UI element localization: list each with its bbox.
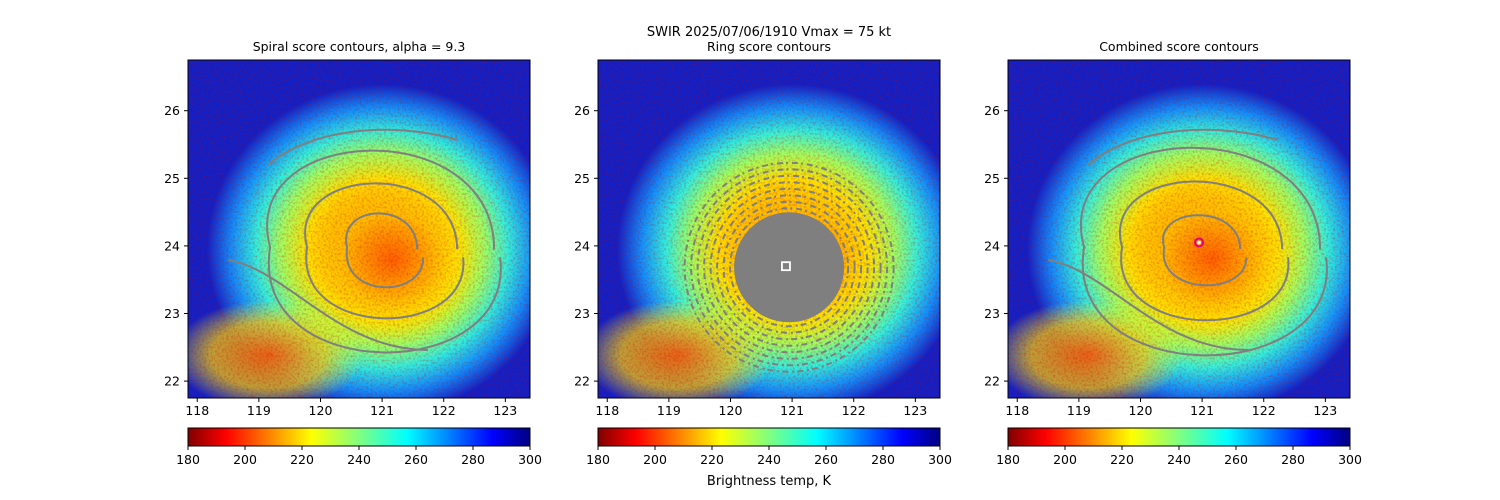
panel-1: Spiral score contours, alpha = 9.3 118 119…	[164, 39, 542, 467]
colorbar-tick-label: 280	[871, 452, 895, 467]
x-tick-label: 120	[309, 403, 333, 418]
colorbar: 180 200 220 240 260 280 300	[996, 427, 1362, 467]
center-marker-circle	[1194, 237, 1205, 248]
ring-contour	[722, 200, 856, 334]
suptitle: SWIR 2025/07/06/1910 Vmax = 75 kt	[647, 25, 891, 40]
ring-contour	[696, 174, 882, 360]
panel-title: Spiral score contours, alpha = 9.3	[253, 39, 466, 54]
x-tick-label: 120	[719, 403, 743, 418]
center-marker-dot	[1197, 240, 1201, 245]
x-tick-label: 118	[185, 403, 209, 418]
colorbar-tick-label: 240	[347, 452, 371, 467]
colorbar-tick-label: 220	[700, 452, 724, 467]
ring-contour	[703, 181, 876, 354]
spiral-contour	[1080, 146, 1328, 357]
x-tick-label: 118	[595, 403, 619, 418]
spiral-contour	[345, 212, 425, 289]
colorbar-tick-label: 200	[643, 452, 667, 467]
panel-title: Combined score contours	[1099, 39, 1259, 54]
spiral-arm-contour	[267, 128, 459, 166]
brightness-temp-image	[1008, 60, 1350, 398]
colorbar-tick-label: 280	[1281, 452, 1305, 467]
spiral-arm-contour	[1047, 259, 1249, 351]
colorbar-tick-label: 200	[233, 452, 257, 467]
x-tick-label: 118	[1005, 403, 1029, 418]
x-tick-label: 122	[842, 403, 866, 418]
panel-title: Ring score contours	[707, 39, 831, 54]
panel-2: Ring score contours 118 119 120 121 122 123 22 2…	[574, 39, 952, 467]
colorbar-gradient	[1007, 427, 1351, 447]
colorbar-tick-label: 180	[996, 452, 1020, 467]
x-tick-label: 119	[657, 403, 681, 418]
spiral-arm-contour	[227, 259, 429, 351]
colorbar: 180 200 220 240 260 280 300	[176, 427, 542, 467]
spiral-contour	[1162, 214, 1248, 287]
spiral-arm-contour	[1087, 128, 1279, 166]
colorbar-tick-label: 260	[1224, 452, 1248, 467]
colorbar-tick-label: 260	[814, 452, 838, 467]
y-tick-label: 25	[574, 171, 590, 186]
y-tick-label: 23	[574, 306, 590, 321]
ring-contour	[709, 187, 869, 347]
ring-contour	[683, 161, 895, 373]
ring-contour	[729, 207, 850, 328]
y-tick-label: 22	[164, 374, 180, 389]
colorbar-gradient	[187, 427, 531, 447]
colorbar-tick-label: 300	[1338, 452, 1362, 467]
x-tick-label: 121	[1190, 403, 1214, 418]
spiral-contour	[266, 149, 502, 354]
y-tick-label: 22	[984, 374, 1000, 389]
x-tick-label: 122	[432, 403, 456, 418]
axes-frame	[187, 59, 531, 399]
y-tick-label: 24	[164, 238, 180, 253]
colorbar: 180 200 220 240 260 280 300	[586, 427, 952, 467]
spiral-contour	[304, 182, 465, 320]
colorbar-tick-label: 240	[757, 452, 781, 467]
colorbar-tick-label: 280	[461, 452, 485, 467]
axes-frame	[597, 59, 941, 399]
center-marker-square	[781, 261, 791, 272]
colorbar-tick-label: 240	[1167, 452, 1191, 467]
y-tick-label: 23	[164, 306, 180, 321]
x-tick-label: 119	[247, 403, 271, 418]
colorbar-tick-label: 200	[1053, 452, 1077, 467]
x-tick-label: 123	[903, 403, 927, 418]
y-tick-label: 26	[574, 103, 590, 118]
y-tick-label: 24	[984, 238, 1000, 253]
x-tick-label: 123	[493, 403, 517, 418]
axes-frame	[1007, 59, 1351, 399]
colorbar-tick-label: 220	[290, 452, 314, 467]
y-tick-label: 23	[984, 306, 1000, 321]
y-tick-label: 22	[574, 374, 590, 389]
colorbar-label: Brightness temp, K	[707, 474, 832, 489]
colorbar-tick-label: 180	[176, 452, 200, 467]
x-tick-label: 122	[1252, 403, 1276, 418]
y-tick-label: 25	[164, 171, 180, 186]
colorbar-tick-label: 220	[1110, 452, 1134, 467]
colorbar-tick-label: 300	[518, 452, 542, 467]
x-tick-label: 121	[370, 403, 394, 418]
colorbar-tick-label: 180	[586, 452, 610, 467]
colorbar-tick-label: 260	[404, 452, 428, 467]
x-tick-label: 120	[1129, 403, 1153, 418]
y-tick-label: 26	[164, 103, 180, 118]
x-tick-label: 123	[1313, 403, 1337, 418]
ring-contour	[690, 168, 889, 367]
colorbar-tick-label: 300	[928, 452, 952, 467]
y-tick-label: 24	[574, 238, 590, 253]
brightness-temp-image	[188, 60, 530, 398]
ring-contour	[716, 194, 863, 341]
spiral-contour	[1119, 180, 1290, 322]
colorbar-gradient	[597, 427, 941, 447]
panel-3: Combined score contours 118 119 120 121 122 12…	[984, 39, 1362, 467]
y-tick-label: 26	[984, 103, 1000, 118]
x-tick-label: 119	[1067, 403, 1091, 418]
x-tick-label: 121	[780, 403, 804, 418]
y-tick-label: 25	[984, 171, 1000, 186]
